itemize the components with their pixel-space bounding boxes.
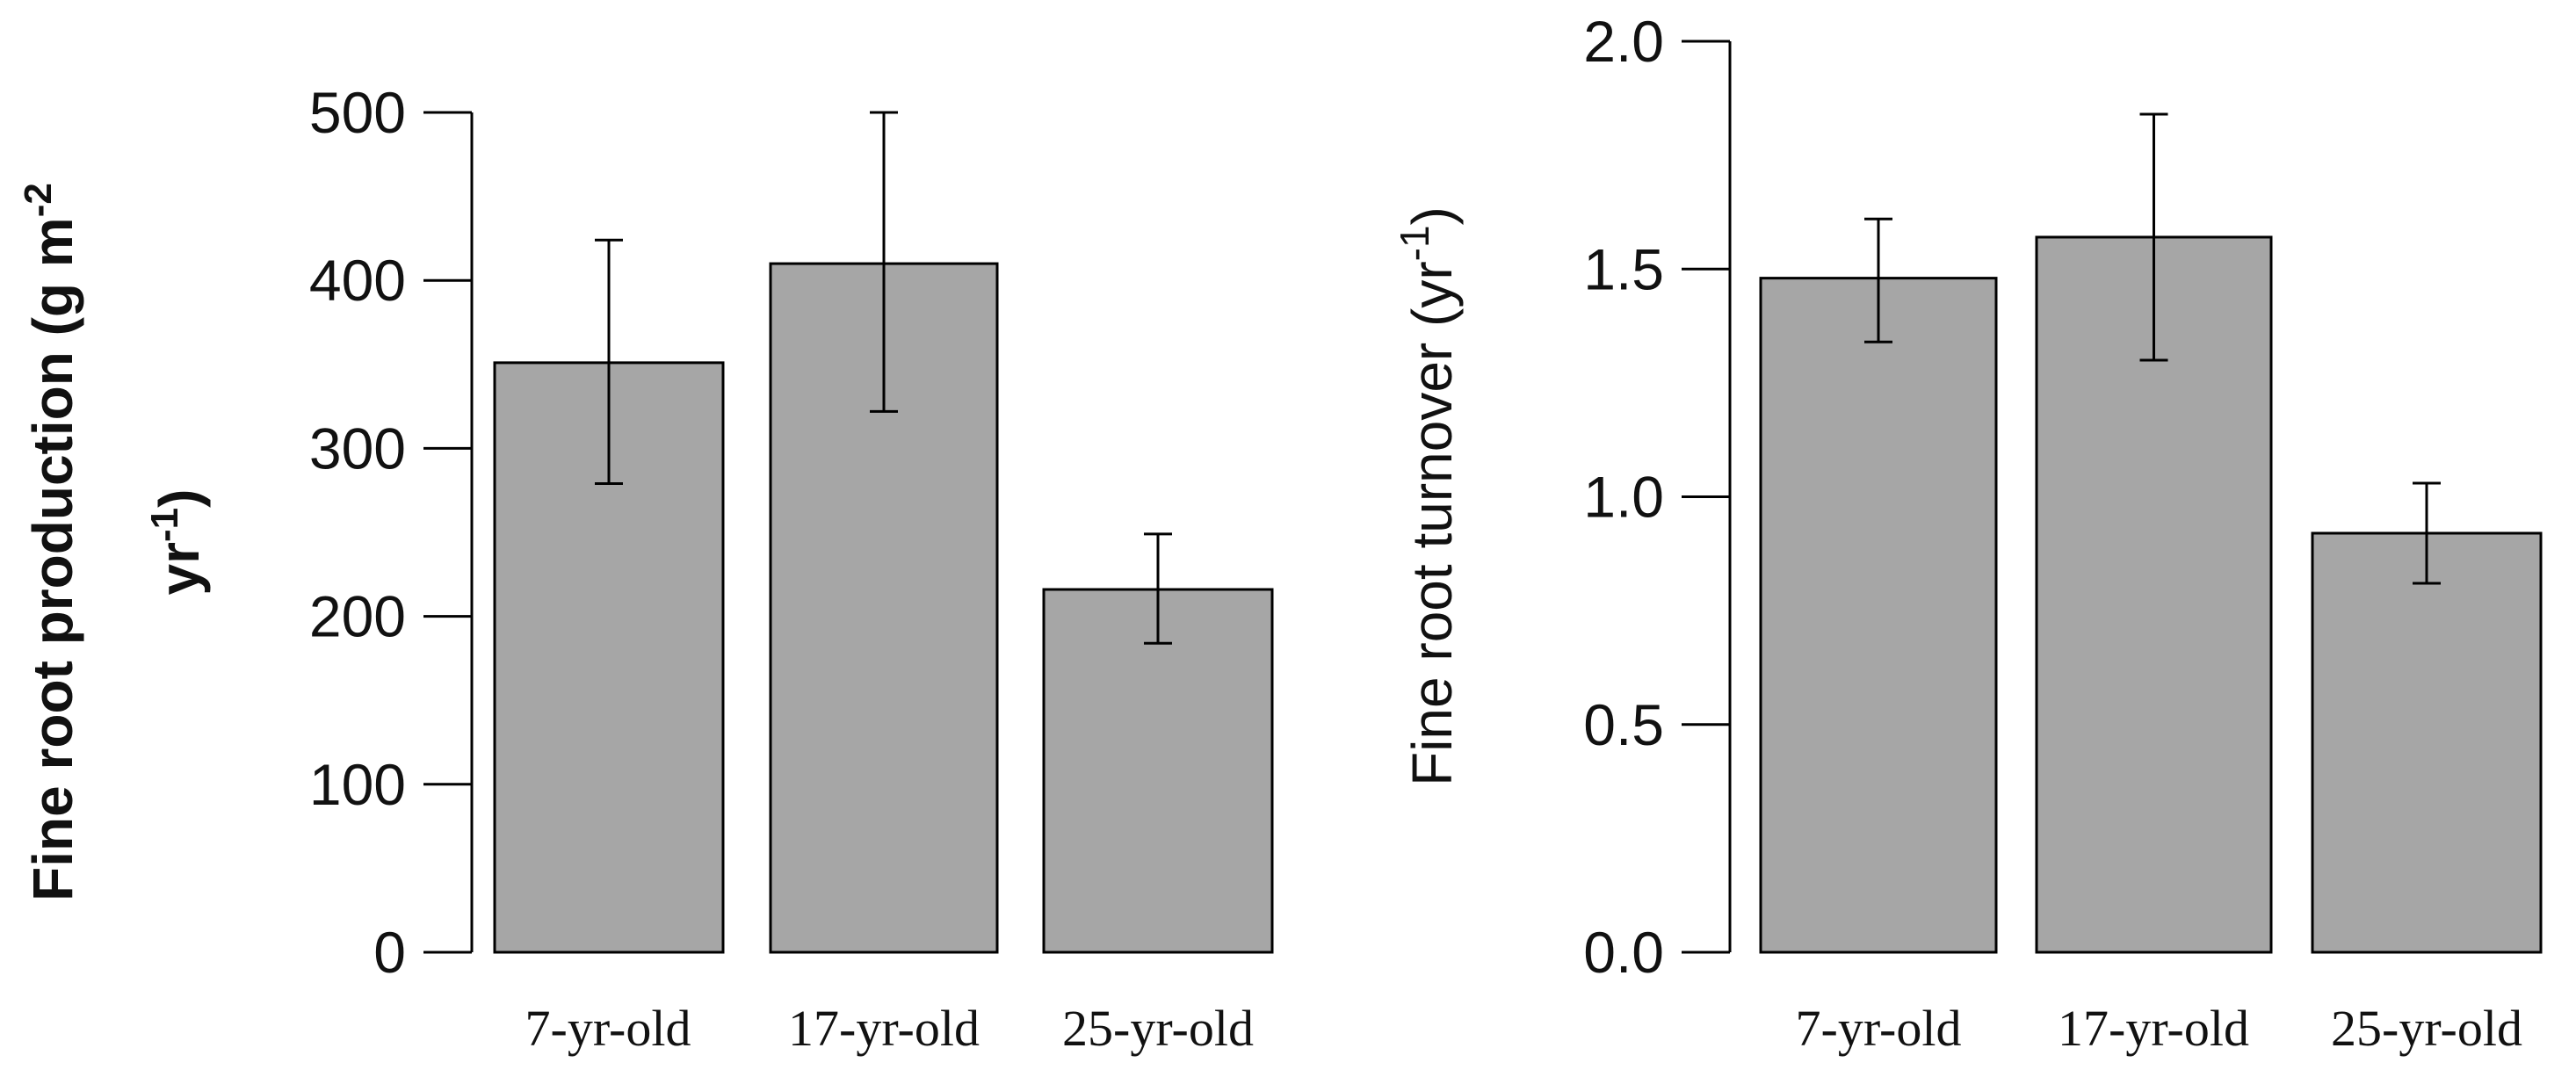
y-tick-label: 0.5 (1583, 692, 1664, 757)
y-tick-label: 1.0 (1583, 465, 1664, 530)
y-tick-label: 2.0 (1583, 9, 1664, 74)
turnover-panel: 0.0 0.5 1.0 1.5 2.0 7-yr-old 17-yr-old 25-yr-o… (1392, 9, 2543, 1057)
x-tick-label: 7-yr-old (525, 1000, 691, 1057)
y-tick-label: 200 (309, 584, 406, 649)
y-tick-label: 0.0 (1583, 920, 1664, 985)
x-tick-label: 7-yr-old (1796, 1000, 1962, 1057)
y-tick-label: 400 (309, 248, 406, 313)
x-tick-label: 25-yr-old (1062, 1000, 1254, 1057)
y-tick-label: 100 (309, 752, 406, 817)
bar-7-yr-old (1759, 277, 1998, 954)
bar-25-yr-old (2311, 531, 2543, 954)
y-tick-label: 1.5 (1583, 236, 1664, 301)
x-tick-label: 17-yr-old (788, 1000, 980, 1057)
bar-25-yr-old (1042, 588, 1274, 954)
y-tick-label: 300 (309, 416, 406, 481)
production-y-axis-label-line1: Fine root production (g m-2 (17, 183, 84, 901)
x-tick-label: 25-yr-old (2331, 1000, 2522, 1057)
x-tick-label: 17-yr-old (2058, 1000, 2249, 1057)
production-panel: 0 100 200 300 400 500 7-yr-old 17-yr-old 25-yr-… (17, 80, 1274, 1057)
y-tick-label: 0 (373, 920, 406, 985)
production-y-axis-label-line2: yr-1) (143, 489, 211, 596)
production-x-labels: 7-yr-old 17-yr-old 25-yr-old (525, 1000, 1254, 1057)
production-y-ticks: 0 100 200 300 400 500 (309, 80, 472, 985)
y-tick-label: 500 (309, 80, 406, 145)
turnover-bars (1759, 112, 2543, 954)
turnover-y-axis-label: Fine root turnover (yr-1) (1392, 206, 1464, 786)
turnover-x-labels: 7-yr-old 17-yr-old 25-yr-old (1796, 1000, 2522, 1057)
turnover-y-ticks: 0.0 0.5 1.0 1.5 2.0 (1583, 9, 1730, 985)
production-bars (493, 111, 1274, 954)
